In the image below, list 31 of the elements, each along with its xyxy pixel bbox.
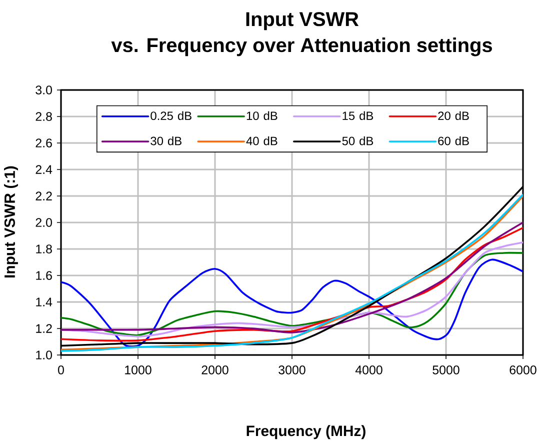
x-tick-label: 4000 xyxy=(355,366,382,374)
y-tick-label: 2.8 xyxy=(36,112,52,121)
x-tick-label: 0 xyxy=(58,366,64,374)
y-tick-label: 2.2 xyxy=(36,192,52,200)
x-tick-label: 2000 xyxy=(202,366,228,374)
chart-subtitle: vs. Frequency over Attenuation settings xyxy=(111,38,492,56)
y-tick-label: 2.6 xyxy=(36,138,52,148)
line-series xyxy=(61,258,523,348)
legend-label: 40 dB xyxy=(246,136,278,146)
x-tick-label: 3000 xyxy=(278,366,306,374)
legend-label: 15 dB xyxy=(342,111,374,120)
y-tick-label: 1.4 xyxy=(36,298,52,306)
legend-label: 20 dB xyxy=(438,111,469,120)
y-tick-label: 1.0 xyxy=(36,350,52,360)
y-tick-label: 2.4 xyxy=(36,165,52,174)
y-tick-label: 1.2 xyxy=(36,324,52,333)
legend-label: 50 dB xyxy=(342,136,374,146)
y-tick-label: 2.0 xyxy=(36,218,52,227)
x-tick-label: 6000 xyxy=(510,366,536,374)
legend-label: 60 dB xyxy=(438,136,469,146)
y-axis-title: Input VSWR (:1) xyxy=(4,166,18,278)
x-tick-label: 1000 xyxy=(125,366,152,374)
legend-label: 10 dB xyxy=(246,111,278,120)
y-tick-label: 1.6 xyxy=(36,271,52,280)
x-axis-title: Frequency (MHz) xyxy=(246,425,366,440)
y-tick-label: 1.8 xyxy=(36,244,52,254)
chart-title: Input VSWR xyxy=(246,12,359,30)
y-tick-label: 3.0 xyxy=(36,86,52,94)
x-tick-label: 5000 xyxy=(432,366,460,374)
legend-label: 30 dB xyxy=(150,136,182,146)
legend-label: 0.25 dB xyxy=(150,111,192,120)
